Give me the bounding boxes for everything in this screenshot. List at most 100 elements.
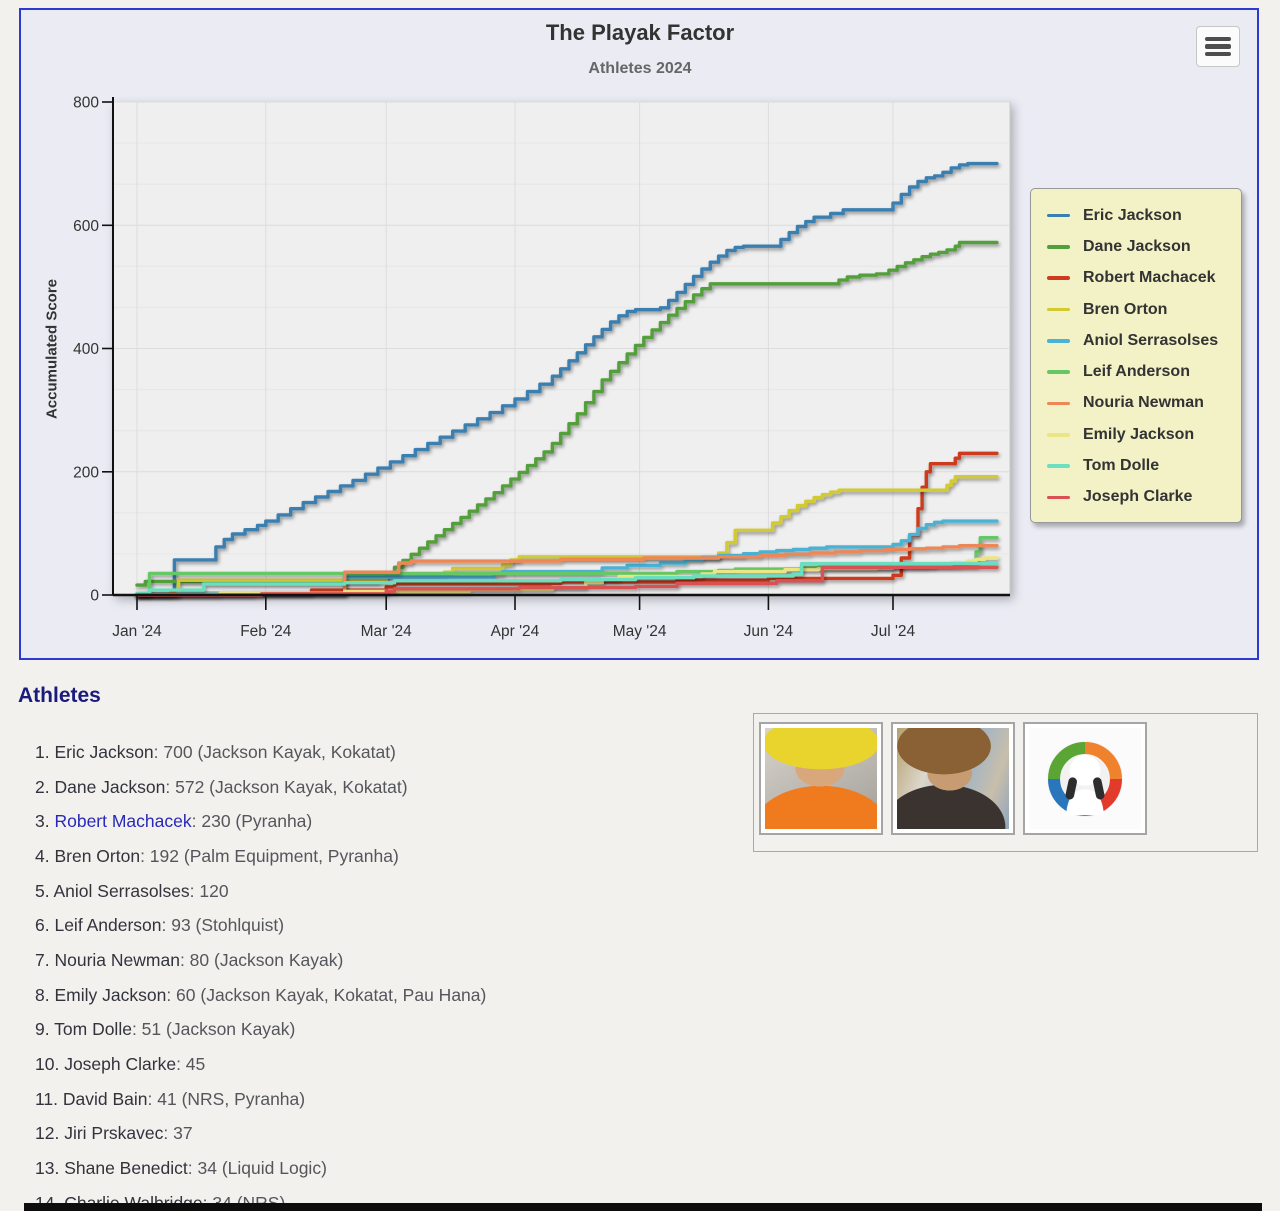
- legend-swatch-icon: [1047, 245, 1070, 249]
- legend-swatch-icon: [1047, 339, 1070, 343]
- x-tick-label: Apr '24: [491, 623, 540, 640]
- athlete-rank: 11.: [35, 1088, 63, 1109]
- athlete-score-sponsors: : 192 (Palm Equipment, Pyranha): [140, 845, 399, 866]
- athlete-rank: 5.: [35, 880, 54, 901]
- athlete-name: Nouria Newman: [54, 949, 180, 970]
- legend-item-tom-dolle[interactable]: Tom Dolle: [1047, 450, 1233, 481]
- athlete-rank: 4.: [35, 845, 55, 866]
- dane-jackson-photo-image: [897, 728, 1009, 829]
- athlete-rank: 12.: [35, 1123, 65, 1144]
- series-nouria-newman: [135, 544, 999, 597]
- x-tick-label: May '24: [613, 623, 667, 640]
- athletes-heading: Athletes: [18, 684, 101, 707]
- legend-label: Nouria Newman: [1083, 394, 1204, 412]
- legend-swatch-icon: [1047, 307, 1070, 312]
- athlete-name: Dane Jackson: [54, 776, 166, 797]
- y-tick-label: 0: [90, 588, 99, 605]
- x-tick-label: Feb '24: [240, 623, 292, 640]
- athlete-rank: 8.: [35, 984, 55, 1005]
- chart-title: The Playak Factor: [545, 20, 735, 45]
- athlete-score-sponsors: : 45: [176, 1053, 206, 1074]
- legend-swatch-icon: [1047, 276, 1070, 281]
- hamburger-icon: [1205, 36, 1231, 42]
- athletes-list: 1. Eric Jackson: 700 (Jackson Kayak, Kok…: [35, 735, 486, 1211]
- athlete-list-item: 3. Robert Machacek: 230 (Pyranha): [35, 804, 486, 839]
- legend-label: Robert Machacek: [1083, 269, 1216, 287]
- y-tick-label: 200: [73, 464, 99, 481]
- athlete-rank: 2.: [35, 776, 55, 797]
- legend-label: Dane Jackson: [1083, 237, 1191, 255]
- athlete-list-item: 4. Bren Orton: 192 (Palm Equipment, Pyra…: [35, 839, 486, 874]
- legend-item-nouria-newman[interactable]: Nouria Newman: [1047, 388, 1233, 419]
- hamburger-icon: [1205, 44, 1231, 49]
- athlete-name: Joseph Clarke: [64, 1053, 177, 1074]
- series-eric-jackson: [135, 161, 999, 596]
- legend-item-emily-jackson[interactable]: Emily Jackson: [1047, 419, 1233, 450]
- athlete-rank: 10.: [35, 1053, 65, 1074]
- photos-panel: [753, 713, 1258, 852]
- legend-item-robert-machacek[interactable]: Robert Machacek: [1047, 263, 1233, 294]
- legend-item-eric-jackson[interactable]: Eric Jackson: [1047, 200, 1233, 231]
- legend-swatch-icon: [1047, 464, 1070, 468]
- chart-legend: Eric Jackson Dane Jackson Robert Machacek B…: [1030, 188, 1242, 523]
- legend-item-bren-orton[interactable]: Bren Orton: [1047, 294, 1233, 325]
- series-dane-jackson: [135, 240, 999, 587]
- athlete-name: Jiri Prskavec: [64, 1123, 164, 1144]
- legend-label: Bren Orton: [1083, 300, 1168, 318]
- athlete-name: Eric Jackson: [54, 742, 154, 762]
- y-tick-label: 400: [73, 341, 99, 358]
- athlete-rank: 3.: [35, 811, 55, 832]
- athlete-list-item: 9. Tom Dolle: 51 (Jackson Kayak): [35, 1012, 486, 1047]
- athlete-score-sponsors: : 34 (Liquid Logic): [187, 1157, 327, 1178]
- y-axis-title: Accumulated Score: [43, 278, 61, 420]
- legend-item-aniol-serrasolses[interactable]: Aniol Serrasolses: [1047, 325, 1233, 356]
- athlete-score-sponsors: : 41 (NRS, Pyranha): [147, 1088, 306, 1109]
- athlete-name: David Bain: [62, 1088, 148, 1109]
- legend-item-leif-anderson[interactable]: Leif Anderson: [1047, 356, 1233, 387]
- athlete-score-sponsors: : 700 (Jackson Kayak, Kokatat): [153, 742, 396, 762]
- y-tick-label: 800: [73, 95, 99, 112]
- legend-item-joseph-clarke[interactable]: Joseph Clarke: [1047, 482, 1233, 513]
- athlete-rank: 13.: [35, 1157, 65, 1178]
- x-tick-label: Jul '24: [871, 623, 916, 640]
- legend-label: Emily Jackson: [1083, 425, 1195, 443]
- athlete-name: Aniol Serrasolses: [53, 880, 190, 901]
- athlete-name: Bren Orton: [54, 845, 141, 866]
- athlete-score-sponsors: : 572 (Jackson Kayak, Kokatat): [165, 776, 408, 797]
- athlete-rank: 9.: [35, 1019, 55, 1040]
- athlete-list-item: 12. Jiri Prskavec: 37: [35, 1116, 486, 1151]
- athlete-score-sponsors: : 120: [189, 880, 229, 901]
- athlete-list-item: 7. Nouria Newman: 80 (Jackson Kayak): [35, 943, 486, 978]
- dane-jackson-photo[interactable]: [891, 722, 1015, 835]
- placeholder-avatar[interactable]: [1023, 722, 1147, 835]
- eric-jackson-photo[interactable]: [759, 722, 883, 835]
- athlete-score-sponsors: : 51 (Jackson Kayak): [131, 1019, 296, 1040]
- accumulated-score-chart: 0 200 400 600 800 Jan '24 Feb '24 Mar '24 Apr '2…: [73, 95, 1011, 640]
- athlete-score-sponsors: : 60 (Jackson Kayak, Kokatat, Pau Hana): [166, 984, 487, 1005]
- athlete-list-item: 10. Joseph Clarke: 45: [35, 1047, 486, 1082]
- athlete-list-item: 11. David Bain: 41 (NRS, Pyranha): [35, 1082, 486, 1117]
- avatar-logo-icon: [1029, 728, 1141, 829]
- legend-label: Leif Anderson: [1083, 363, 1190, 381]
- athlete-rank: 1.: [35, 742, 55, 762]
- legend-label: Tom Dolle: [1083, 457, 1160, 475]
- athlete-name: Tom Dolle: [54, 1019, 132, 1040]
- athlete-link-robert-machacek[interactable]: Robert Machacek: [54, 811, 192, 832]
- legend-swatch-icon: [1047, 401, 1070, 406]
- legend-label: Eric Jackson: [1083, 206, 1182, 224]
- bottom-bar: [24, 1203, 1262, 1211]
- legend-label: Aniol Serrasolses: [1083, 331, 1219, 349]
- athlete-list-item: 1. Eric Jackson: 700 (Jackson Kayak, Kok…: [35, 735, 486, 770]
- x-tick-label: Jan '24: [112, 623, 162, 640]
- chart-subtitle: Athletes 2024: [588, 60, 692, 77]
- legend-swatch-icon: [1047, 495, 1070, 500]
- eric-jackson-photo-image: [765, 728, 877, 829]
- chart-menu-button[interactable]: [1196, 26, 1240, 67]
- x-tick-label: Mar '24: [361, 623, 413, 640]
- athlete-rank: 6.: [35, 915, 55, 936]
- athlete-name: Leif Anderson: [54, 915, 162, 936]
- athlete-list-item: 8. Emily Jackson: 60 (Jackson Kayak, Kok…: [35, 978, 486, 1013]
- legend-item-dane-jackson[interactable]: Dane Jackson: [1047, 231, 1233, 262]
- athlete-list-item: 13. Shane Benedict: 34 (Liquid Logic): [35, 1151, 486, 1186]
